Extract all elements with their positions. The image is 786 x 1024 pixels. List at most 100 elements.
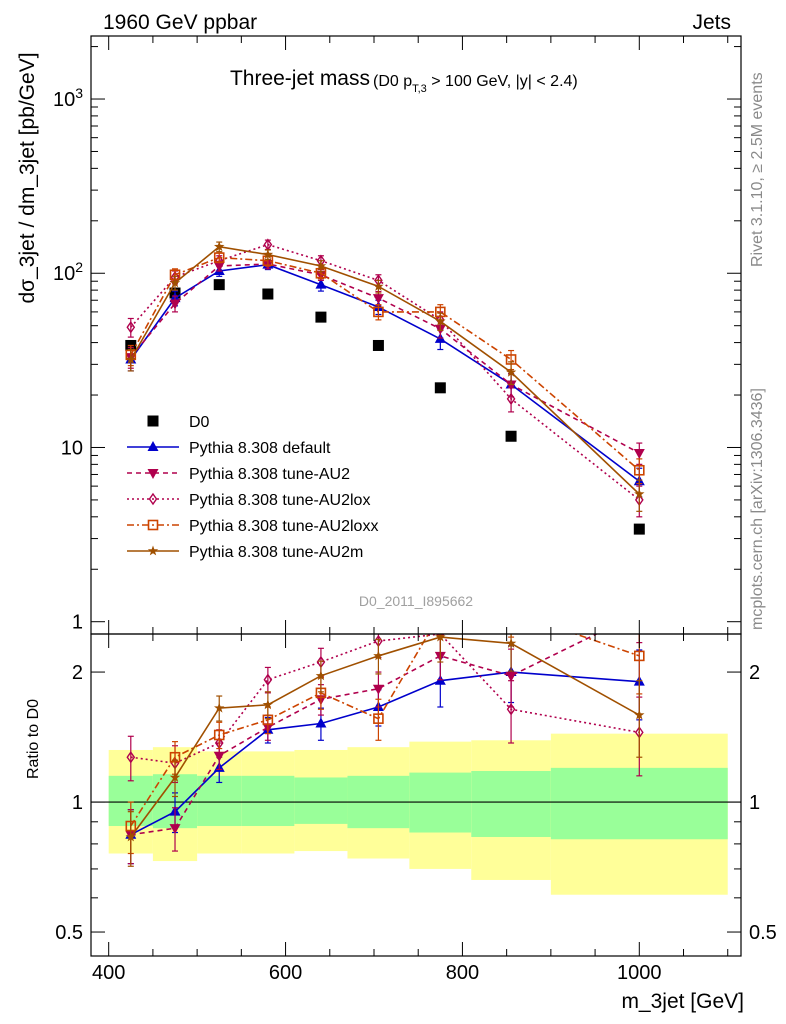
- main-data-point: [125, 354, 136, 364]
- y-axis-label-ratio: Ratio to D0: [25, 699, 42, 779]
- legend-label: Pythia 8.308 tune-AU2lox: [189, 492, 370, 509]
- ratio-data-point: [169, 824, 181, 835]
- main-series-line: [130, 243, 640, 501]
- plot-subtitle: (D0 pT,3 > 100 GeV, |y| < 2.4): [373, 73, 578, 95]
- main-data-point: [262, 288, 274, 300]
- ratio-data-point: [634, 709, 645, 720]
- main-y-tick-label: 1: [72, 612, 83, 634]
- ratio-data-point: [214, 702, 225, 713]
- ratio-data-point: [633, 650, 645, 662]
- main-y-tick-label: 102: [53, 259, 83, 285]
- ratio-y-tick-label-left: 2: [72, 662, 83, 684]
- ratio-data-point: [373, 650, 384, 661]
- ratio-data-point: [125, 831, 136, 842]
- ratio-data-point: [505, 637, 517, 648]
- ratio-inner-band: [294, 777, 348, 824]
- main-data-point: [213, 279, 225, 291]
- main-data-point: [372, 339, 384, 351]
- ratio-data-point: [507, 607, 516, 616]
- legend-marker: [147, 415, 159, 427]
- main-data-point: [315, 311, 327, 323]
- main-data-point: [633, 464, 645, 476]
- ratio-y-tick-label-right: 0.5: [749, 922, 777, 944]
- main-y-tick-exponent: 2: [75, 259, 83, 275]
- main-series-group: [125, 238, 645, 535]
- main-data-point: [435, 315, 446, 326]
- header-right: Jets: [692, 11, 731, 34]
- x-tick-label: 600: [269, 962, 302, 984]
- main-y-tick-exponent: 3: [75, 85, 83, 101]
- legend-item-5: Pythia 8.308 tune-AU2m: [127, 544, 363, 561]
- ratio-inner-band: [550, 767, 728, 840]
- main-data-point: [505, 430, 517, 442]
- main-data-point: [373, 280, 384, 291]
- main-data-point: [169, 277, 181, 288]
- legend-item-0: D0: [147, 414, 210, 431]
- ratio-data-point: [169, 772, 181, 782]
- x-tick-label: 400: [92, 962, 125, 984]
- ratio-frame: [90, 633, 742, 957]
- rivet-version-label: Rivet 3.1.10, ≥ 2.5M events: [749, 72, 766, 267]
- ratio-series-line: [130, 634, 640, 765]
- ratio-data-point: [126, 750, 136, 764]
- plot-subtitle-post: > 100 GeV, |y| < 2.4): [427, 73, 578, 90]
- legend-marker: [148, 492, 158, 506]
- main-data-point: [506, 392, 516, 406]
- main-y-tick-label: 10: [61, 437, 83, 459]
- x-tick-label: 1000: [617, 962, 662, 984]
- y-axis-label-main: dσ_3jet / dm_3jet [pb/GeV]: [16, 52, 39, 303]
- ratio-series-4: [125, 634, 645, 867]
- ratio-series-group: [125, 607, 645, 867]
- main-data-point: [169, 299, 181, 310]
- legend-label: Pythia 8.308 tune-AU2loxx: [189, 518, 378, 535]
- ratio-y-tick-label-left: 0.5: [55, 922, 83, 944]
- main-data-point: [505, 366, 517, 377]
- ratio-data-point: [315, 717, 327, 728]
- ratio-data-point: [262, 699, 274, 710]
- main-data-point: [262, 249, 274, 259]
- legend-label: D0: [189, 414, 210, 431]
- plot-title: Three-jet mass: [230, 67, 370, 90]
- ratio-bands: [108, 733, 728, 895]
- legend-item-4: Pythia 8.308 tune-AU2loxx: [127, 518, 378, 535]
- ratio-data-point: [372, 684, 384, 695]
- ratio-inner-band: [471, 771, 551, 837]
- ratio-inner-band: [197, 775, 242, 827]
- ratio-y-tick-label-right: 2: [749, 662, 760, 684]
- main-data-point: [633, 523, 645, 535]
- legend-label: Pythia 8.308 tune-AU2m: [189, 544, 363, 561]
- main-data-point: [634, 488, 645, 499]
- legend-marker: [147, 469, 159, 479]
- main-data-point: [505, 380, 517, 391]
- ratio-data-point: [213, 729, 225, 741]
- ratio-data-point: [506, 703, 516, 716]
- main-data-point: [126, 321, 136, 334]
- legend-item-3: Pythia 8.308 tune-AU2lox: [127, 492, 370, 509]
- main-data-point: [434, 382, 446, 394]
- x-tick-label: 800: [446, 962, 479, 984]
- main-data-point: [372, 294, 384, 305]
- ratio-y-tick-label-right: 1: [749, 792, 760, 814]
- x-axis-label: m_3jet [GeV]: [621, 990, 744, 1013]
- main-panel: 1 10 102 103: [53, 35, 742, 635]
- plot-subtitle-pre: (D0 p: [373, 73, 412, 90]
- legend: D0 Pythia 8.308 default Pythia 8.308 tune-…: [127, 414, 378, 561]
- legend-item-1: Pythia 8.308 default: [127, 440, 331, 457]
- ratio-data-point: [505, 671, 517, 682]
- legend-item-2: Pythia 8.308 tune-AU2: [127, 466, 350, 483]
- ratio-data-point: [436, 609, 445, 618]
- legend-marker: [147, 545, 159, 556]
- legend-label: Pythia 8.308 default: [189, 440, 331, 457]
- ratio-panel: 0.5 0.5 1 1 2 2 400 600 800 1000: [55, 607, 777, 984]
- ratio-data-point: [263, 673, 273, 686]
- legend-marker: [147, 441, 159, 451]
- ratio-data-point: [315, 670, 327, 681]
- main-data-point: [633, 448, 645, 459]
- ratio-y-tick-label-left: 1: [72, 792, 83, 814]
- ratio-inner-band: [241, 775, 295, 827]
- main-data-point: [214, 241, 225, 252]
- mcplots-label: mcplots.cern.ch [arXiv:1306.3436]: [749, 388, 766, 630]
- legend-label: Pythia 8.308 tune-AU2: [189, 466, 350, 483]
- main-data-point: [213, 252, 225, 263]
